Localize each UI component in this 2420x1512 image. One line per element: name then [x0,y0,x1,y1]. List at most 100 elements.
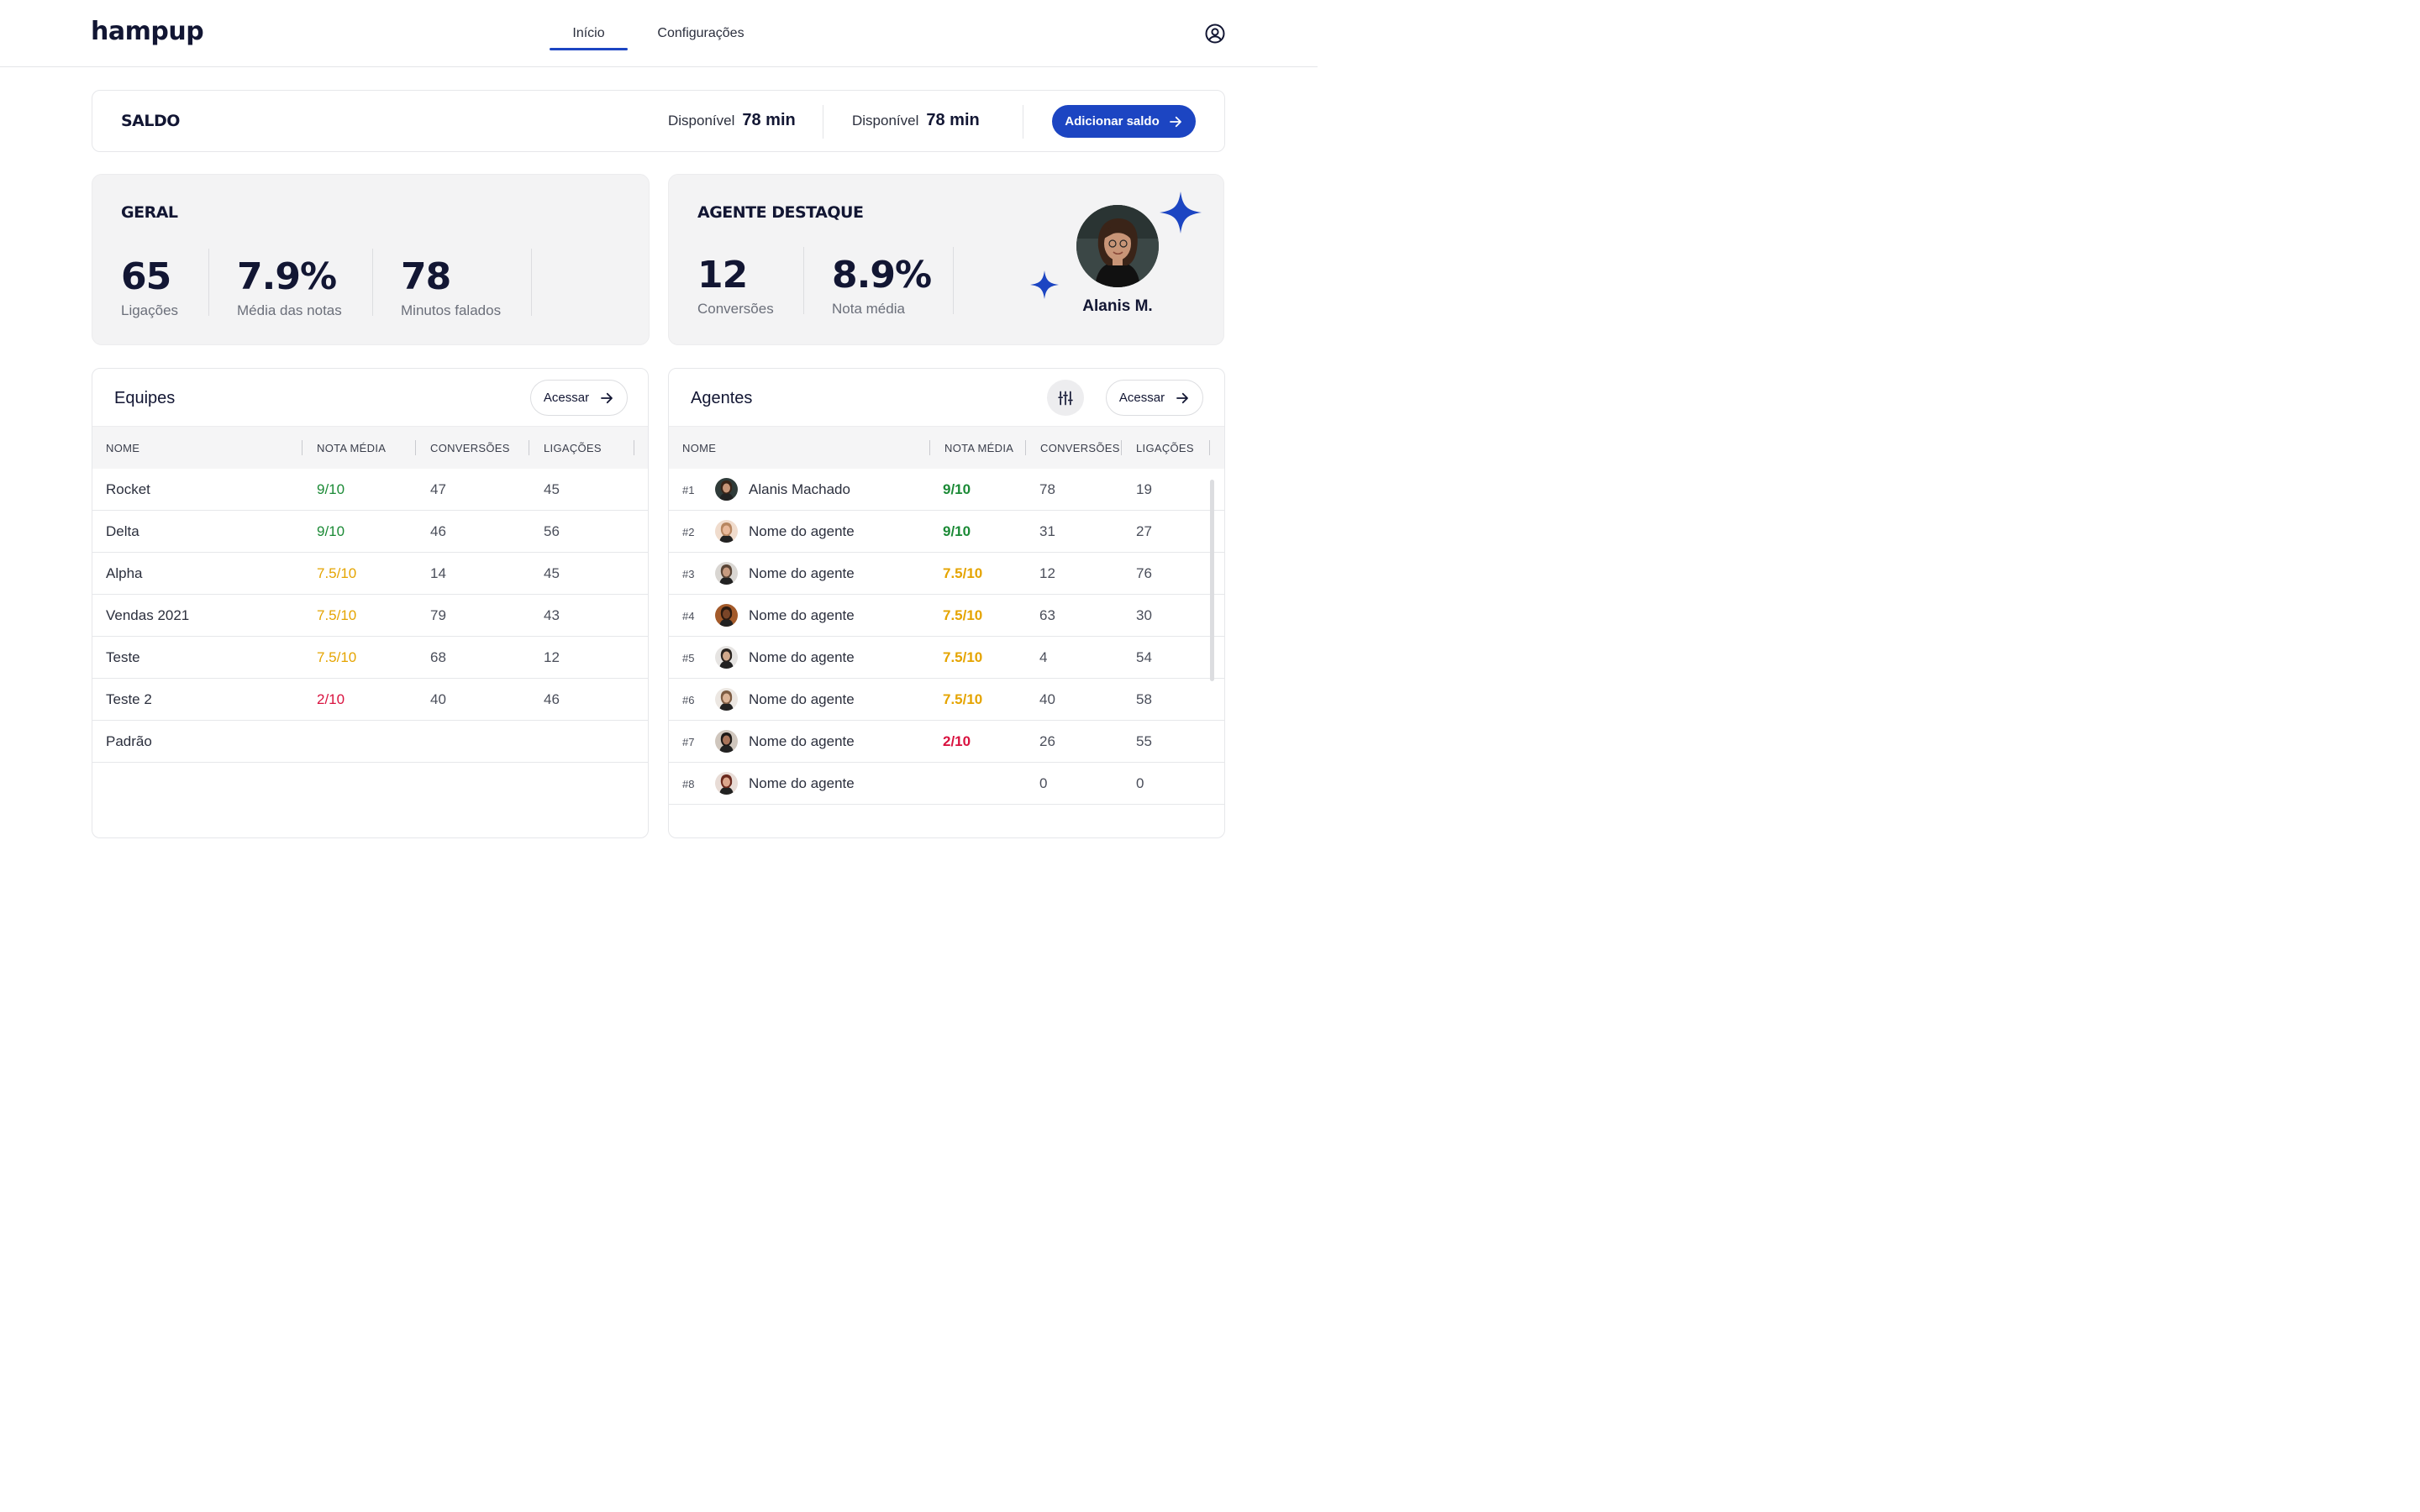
table-row[interactable]: Vendas 2021 7.5/10 79 43 [92,595,648,637]
ligacoes: 30 [1136,607,1152,623]
table-header: NOME NOTA MÉDIA CONVERSÕES LIGAÇÕES [92,426,648,469]
balance-value: 78 min [926,111,980,129]
conversoes: 12 [1039,565,1055,581]
stat-media-notas: 7.9% Média das notas [237,255,342,319]
tab-inicio[interactable]: Início [550,0,628,67]
filter-button[interactable] [1047,380,1084,416]
column-resize-handle[interactable] [1025,440,1026,455]
app-logo[interactable]: hampup [91,17,204,46]
main-tabs: Início Configurações [550,0,774,67]
nota-media: 2/10 [317,691,345,707]
ligacoes: 45 [544,481,560,497]
ligacoes: 58 [1136,691,1152,707]
team-name: Padrão [106,733,152,749]
avatar [715,646,738,669]
avatar [715,604,738,627]
agent-rank: #2 [682,526,695,538]
team-name: Teste 2 [106,691,152,707]
equipes-title: Equipes [114,389,176,407]
agent-name: Nome do agente [749,691,855,707]
sparkle-icon [1160,192,1202,234]
ligacoes: 56 [544,523,560,539]
conversoes: 14 [430,565,446,581]
stat-minutos: 78 Minutos falados [401,255,501,319]
stat-label: Nota média [832,301,905,317]
sparkle-icon [1030,270,1059,299]
nota-media: 9/10 [943,481,971,497]
column-header-nota[interactable]: NOTA MÉDIA [317,442,387,454]
table-row[interactable]: Teste 2 2/10 40 46 [92,679,648,721]
agent-rank: #8 [682,778,695,790]
table-row[interactable]: #2 Nome do agente 9/10 31 27 [669,511,1224,553]
column-header-ligacoes[interactable]: LIGAÇÕES [1136,442,1194,454]
column-header-nome[interactable]: NOME [106,442,140,454]
balance-available-2: Disponível 78 min [852,111,980,130]
conversoes: 68 [430,649,446,665]
nota-media: 7.5/10 [317,607,357,623]
conversoes: 40 [1039,691,1055,707]
ligacoes: 43 [544,607,560,623]
column-header-conversoes[interactable]: CONVERSÕES [430,442,510,454]
agent-name: Nome do agente [749,565,855,581]
conversoes: 26 [1039,733,1055,749]
conversoes: 31 [1039,523,1055,539]
conversoes: 0 [1039,775,1048,791]
saldo-title: SALDO [121,112,180,130]
conversoes: 78 [1039,481,1055,497]
stat-label: Conversões [697,301,774,317]
ligacoes: 12 [544,649,560,665]
nota-media: 7.5/10 [317,649,357,665]
table-row[interactable]: #5 Nome do agente 7.5/10 4 54 [669,637,1224,679]
table-row[interactable]: Rocket 9/10 47 45 [92,469,648,511]
column-resize-handle[interactable] [1209,440,1210,455]
divider [531,249,532,316]
ligacoes: 0 [1136,775,1144,791]
nota-media: 9/10 [317,523,345,539]
column-header-conversoes[interactable]: CONVERSÕES [1040,442,1120,454]
table-row[interactable]: Alpha 7.5/10 14 45 [92,553,648,595]
user-circle-icon[interactable] [1205,24,1225,44]
table-row[interactable]: #8 Nome do agente 0 0 [669,763,1224,805]
column-resize-handle[interactable] [929,440,930,455]
add-balance-button[interactable]: Adicionar saldo [1052,105,1196,138]
divider [208,249,209,316]
agent-rank: #7 [682,736,695,748]
conversoes: 40 [430,691,446,707]
avatar [715,730,738,753]
table-row[interactable]: #4 Nome do agente 7.5/10 63 30 [669,595,1224,637]
avatar [715,688,738,711]
table-row[interactable]: #1 Alanis Machado 9/10 78 19 [669,469,1224,511]
column-header-nota[interactable]: NOTA MÉDIA [944,442,1014,454]
tab-configuracoes[interactable]: Configurações [657,26,744,40]
sliders-icon [1058,391,1073,405]
table-row[interactable]: Padrão [92,721,648,763]
agentes-access-button[interactable]: Acessar [1106,380,1203,416]
table-row[interactable]: Delta 9/10 46 56 [92,511,648,553]
nota-media: 9/10 [317,481,345,497]
column-resize-handle[interactable] [415,440,416,455]
featured-agent-avatar [1076,205,1159,287]
access-label: Acessar [1118,391,1165,405]
nota-media: 2/10 [943,733,971,749]
table-row[interactable]: #3 Nome do agente 7.5/10 12 76 [669,553,1224,595]
table-row[interactable]: #7 Nome do agente 2/10 26 55 [669,721,1224,763]
nota-media: 7.5/10 [943,607,983,623]
conversoes: 4 [1039,649,1048,665]
balance-value: 78 min [742,111,796,129]
nota-media: 9/10 [943,523,971,539]
column-resize-handle[interactable] [1121,440,1122,455]
agent-rank: #4 [682,610,695,622]
ligacoes: 27 [1136,523,1152,539]
column-header-nome[interactable]: NOME [682,442,717,454]
ligacoes: 76 [1136,565,1152,581]
table-row[interactable]: Teste 7.5/10 68 12 [92,637,648,679]
equipes-access-button[interactable]: Acessar [530,380,628,416]
agent-name: Nome do agente [749,775,855,791]
nota-media: 7.5/10 [943,691,983,707]
ligacoes: 46 [544,691,560,707]
scrollbar-thumb[interactable] [1210,480,1214,681]
table-row[interactable]: #6 Nome do agente 7.5/10 40 58 [669,679,1224,721]
agent-name: Nome do agente [749,607,855,623]
stat-ligacoes: 65 Ligações [121,255,178,319]
column-header-ligacoes[interactable]: LIGAÇÕES [544,442,602,454]
